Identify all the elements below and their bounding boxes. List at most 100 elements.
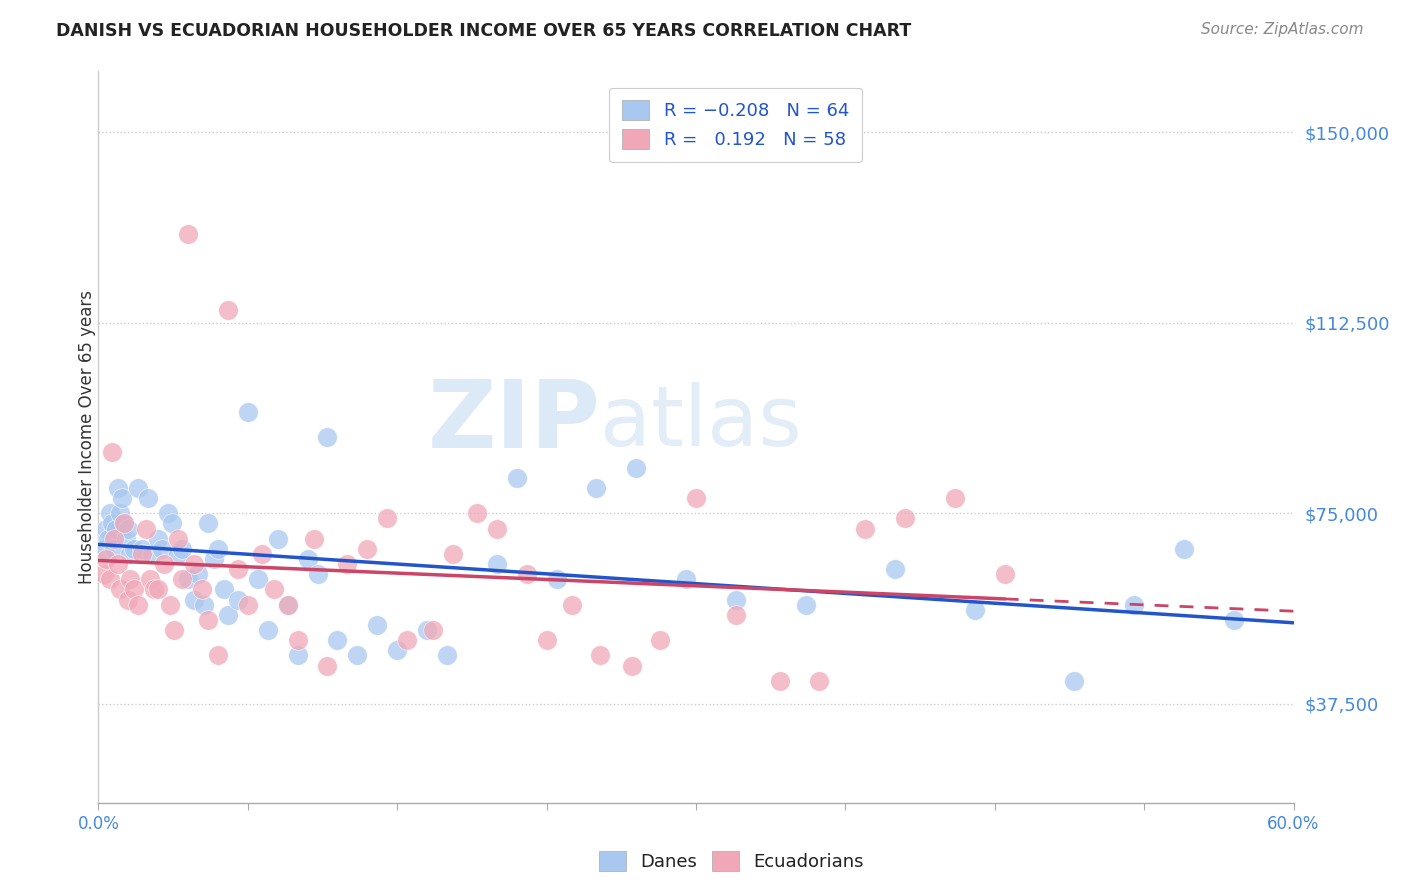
Point (191, 582, 214, 597)
Point (167, 532, 190, 546)
Point (172, 541, 194, 556)
Point (141, 547, 163, 561)
Point (336, 557, 359, 571)
Point (197, 516, 219, 531)
Text: Source: ZipAtlas.com: Source: ZipAtlas.com (1201, 22, 1364, 37)
Point (621, 658, 644, 673)
Point (546, 572, 568, 586)
Point (326, 633, 349, 648)
Point (127, 481, 149, 495)
Point (157, 506, 180, 520)
Point (124, 541, 146, 556)
Point (808, 673, 831, 688)
Point (307, 567, 329, 582)
Point (98, 506, 122, 520)
Point (111, 491, 134, 505)
Point (124, 582, 146, 597)
Point (485, 521, 508, 535)
Point (93, 567, 115, 582)
Point (250, 547, 273, 561)
Point (117, 592, 139, 607)
Point (105, 521, 128, 535)
Point (536, 633, 558, 648)
Point (150, 541, 173, 556)
Point (256, 623, 278, 637)
Point (794, 598, 817, 612)
Point (197, 613, 219, 627)
Point (135, 521, 157, 535)
Point (148, 532, 170, 546)
Point (93, 541, 115, 556)
Point (1223, 613, 1246, 627)
Point (626, 460, 648, 475)
Point (193, 598, 215, 612)
Point (167, 547, 190, 561)
Point (994, 567, 1017, 582)
Point (465, 506, 488, 520)
Point (139, 572, 162, 586)
Point (963, 603, 986, 617)
Point (375, 511, 398, 525)
Point (1063, 673, 1085, 688)
Point (685, 491, 707, 505)
Point (416, 623, 439, 637)
Point (217, 303, 239, 318)
Point (884, 562, 907, 576)
Point (724, 607, 747, 622)
Point (207, 541, 229, 556)
Point (506, 471, 529, 485)
Point (131, 547, 153, 561)
Point (422, 623, 444, 637)
Point (226, 562, 249, 576)
Point (277, 598, 299, 612)
Point (1123, 598, 1146, 612)
Point (267, 532, 290, 546)
Point (183, 592, 205, 607)
Point (103, 532, 125, 546)
Point (1173, 541, 1195, 556)
Point (441, 547, 464, 561)
Point (316, 658, 339, 673)
Point (366, 618, 388, 632)
Point (143, 582, 166, 597)
Point (675, 572, 697, 586)
Point (263, 582, 285, 597)
Point (346, 648, 368, 663)
Text: DANISH VS ECUADORIAN HOUSEHOLDER INCOME OVER 65 YEARS CORRELATION CHART: DANISH VS ECUADORIAN HOUSEHOLDER INCOME … (56, 22, 911, 40)
Point (136, 491, 159, 505)
Point (212, 582, 235, 597)
Point (396, 633, 419, 648)
Point (172, 572, 194, 586)
Point (110, 582, 132, 597)
Point (207, 648, 229, 663)
Point (103, 541, 125, 556)
Point (160, 516, 183, 531)
Legend: R = −0.208   N = 64, R =   0.192   N = 58: R = −0.208 N = 64, R = 0.192 N = 58 (609, 87, 862, 161)
Point (131, 541, 153, 556)
Point (561, 598, 583, 612)
Point (97, 532, 120, 546)
Point (217, 607, 239, 622)
Point (112, 516, 135, 531)
Point (101, 516, 124, 531)
Point (127, 598, 149, 612)
Point (589, 648, 612, 663)
Point (436, 648, 458, 663)
Point (246, 572, 269, 586)
Point (101, 445, 124, 459)
Point (302, 532, 325, 546)
Point (853, 521, 876, 535)
Point (107, 481, 129, 495)
Point (297, 552, 319, 566)
Point (277, 598, 299, 612)
Point (226, 592, 249, 607)
Point (153, 557, 176, 571)
Point (112, 516, 135, 531)
Point (163, 623, 186, 637)
Point (356, 541, 378, 556)
Point (177, 227, 200, 241)
Point (894, 511, 917, 525)
Point (585, 481, 607, 495)
Point (115, 532, 138, 546)
Point (148, 582, 170, 597)
